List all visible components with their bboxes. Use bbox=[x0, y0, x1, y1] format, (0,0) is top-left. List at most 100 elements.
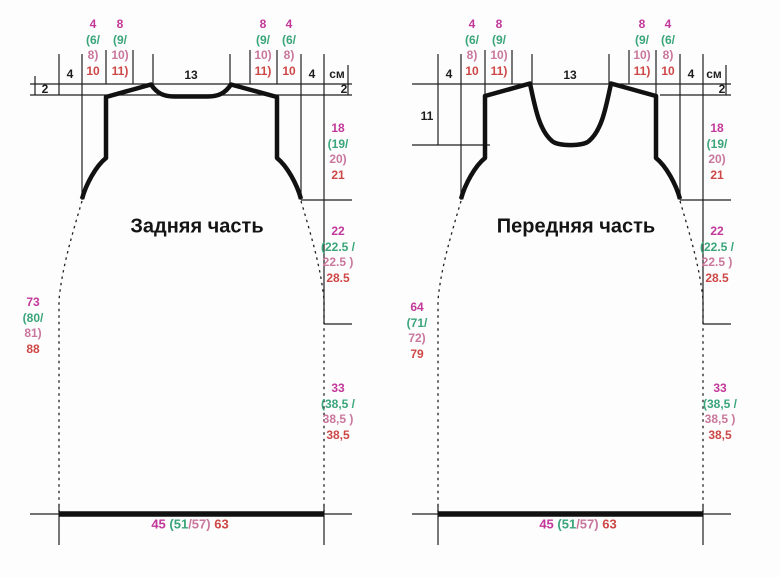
size-value-3: 38,5 ) bbox=[322, 412, 354, 426]
size-value-3: 10) bbox=[490, 48, 508, 62]
size-value-2: (38,5 / bbox=[702, 396, 738, 411]
back-piece-title: Задняя часть bbox=[130, 215, 264, 238]
size-value-1: 45 bbox=[539, 516, 558, 532]
size-value-4: 38,5 bbox=[708, 427, 732, 442]
size-value-2: (6/ bbox=[464, 32, 480, 47]
size-value-1: 4 bbox=[468, 17, 476, 31]
back-bottom-width-sizes: 45 (51/57) 63 bbox=[151, 518, 228, 531]
back-lower-side-sizes: 33 (38,5 /38,5 ) 38,5 bbox=[321, 381, 355, 443]
size-value-1: 73 bbox=[26, 295, 40, 309]
size-value-3: 10) bbox=[633, 48, 651, 62]
size-value-2: (6/ bbox=[85, 32, 101, 47]
front-upper-side-sizes: 22 (22.5 /22.5 ) 28.5 bbox=[700, 224, 734, 286]
size-value-3: /57) bbox=[576, 516, 603, 532]
side-seam-dashed-lines bbox=[58, 200, 704, 512]
size-value-2: (38,5 / bbox=[320, 396, 356, 411]
size-value-1: 4 bbox=[285, 17, 293, 31]
size-value-3: 8) bbox=[466, 48, 478, 62]
back-shoulder-inner-left-sizes: 8 (9/10) 11) bbox=[111, 17, 128, 79]
size-value-4: 10 bbox=[86, 63, 100, 78]
size-value-1: 8 bbox=[495, 17, 503, 31]
size-value-1: 33 bbox=[713, 381, 727, 395]
back-measure-lines bbox=[30, 50, 352, 545]
front-neck-depth-label: 11 bbox=[420, 109, 434, 123]
size-value-4: 10 bbox=[282, 63, 296, 78]
front-shoulder-inner-left-sizes: 8 (9/10) 11) bbox=[490, 17, 507, 79]
size-value-3: 20) bbox=[329, 152, 347, 166]
size-value-3: 8) bbox=[283, 48, 295, 62]
size-value-2: (9/ bbox=[112, 32, 127, 47]
size-value-1: 64 bbox=[410, 300, 424, 314]
size-value-2: (6/ bbox=[660, 32, 676, 47]
size-value-3: 8) bbox=[662, 48, 674, 62]
back-shoulder-inner-right-sizes: 8 (9/10) 11) bbox=[254, 17, 271, 79]
back-total-length-sizes: 73 (80/81) 88 bbox=[23, 295, 44, 357]
front-bottom-width-sizes: 45 (51/57) 63 bbox=[539, 518, 616, 531]
size-value-1: 33 bbox=[331, 381, 345, 395]
size-value-2: (71/ bbox=[406, 315, 428, 330]
size-value-4: 21 bbox=[331, 167, 345, 182]
size-value-3: 10) bbox=[111, 48, 129, 62]
size-value-4: 21 bbox=[710, 167, 724, 182]
size-value-1: 18 bbox=[331, 121, 345, 135]
size-value-4: 10 bbox=[661, 63, 675, 78]
size-value-4: 63 bbox=[214, 516, 229, 532]
size-value-3: 22.5 ) bbox=[322, 255, 354, 269]
front-margin-left-label: 4 bbox=[445, 67, 453, 81]
size-value-1: 4 bbox=[664, 17, 672, 31]
size-value-2: (22.5 / bbox=[699, 239, 735, 254]
size-value-4: 28.5 bbox=[326, 270, 350, 285]
size-value-2: (9/ bbox=[255, 32, 270, 47]
size-value-2: (19/ bbox=[327, 136, 349, 151]
front-unit-label: см bbox=[706, 67, 722, 81]
front-margin-right-label: 4 bbox=[687, 67, 695, 81]
size-value-4: 11) bbox=[111, 63, 129, 78]
front-shoulder-inner-right-sizes: 8 (9/10) 11) bbox=[633, 17, 650, 79]
size-value-1: 18 bbox=[710, 121, 724, 135]
size-value-4: 10 bbox=[465, 63, 479, 78]
back-armhole-depth-sizes: 18 (19/20) 21 bbox=[328, 121, 349, 183]
back-margin-left-label: 4 bbox=[66, 67, 74, 81]
size-value-4: 88 bbox=[26, 341, 40, 356]
front-armhole-depth-sizes: 18 (19/20) 21 bbox=[707, 121, 728, 183]
front-shoulder-outer-right-sizes: 4 (6/8) 10 bbox=[661, 17, 675, 79]
size-value-3: 81) bbox=[24, 326, 42, 340]
size-value-4: 63 bbox=[602, 516, 617, 532]
front-neck-width-label: 13 bbox=[563, 68, 577, 82]
size-value-3: 38,5 ) bbox=[704, 412, 736, 426]
back-shoulder-outer-left-sizes: 4 (6/8) 10 bbox=[86, 17, 100, 79]
size-value-3: 72) bbox=[408, 331, 426, 345]
size-value-1: 22 bbox=[331, 224, 345, 238]
size-value-4: 79 bbox=[410, 346, 424, 361]
front-measure-lines bbox=[412, 50, 731, 545]
size-value-3: /57) bbox=[188, 516, 215, 532]
size-value-2: (80/ bbox=[22, 310, 44, 325]
size-value-4: 11) bbox=[490, 63, 508, 78]
size-value-4: 11) bbox=[633, 63, 651, 78]
size-value-1: 4 bbox=[89, 17, 97, 31]
front-shoulder-outer-left-sizes: 4 (6/8) 10 bbox=[465, 17, 479, 79]
size-value-1: 8 bbox=[116, 17, 124, 31]
back-margin-right-label: 4 bbox=[308, 67, 316, 81]
back-neck-width-label: 13 bbox=[184, 68, 198, 82]
size-value-3: 20) bbox=[708, 152, 726, 166]
size-value-2: (51 bbox=[557, 516, 577, 532]
back-shoulder-drop-left-label: 2 bbox=[41, 82, 49, 96]
size-value-3: 10) bbox=[254, 48, 272, 62]
size-value-2: (9/ bbox=[491, 32, 506, 47]
size-value-1: 8 bbox=[259, 17, 267, 31]
back-unit-label: см bbox=[329, 67, 345, 81]
size-value-2: (6/ bbox=[281, 32, 297, 47]
front-lower-side-sizes: 33 (38,5 /38,5 ) 38,5 bbox=[703, 381, 737, 443]
back-shoulder-outer-right-sizes: 4 (6/8) 10 bbox=[282, 17, 296, 79]
size-value-1: 45 bbox=[151, 516, 170, 532]
size-value-2: (22.5 / bbox=[320, 239, 356, 254]
size-value-4: 11) bbox=[254, 63, 272, 78]
front-shoulder-drop-right-label: 2 bbox=[718, 82, 726, 96]
back-upper-side-sizes: 22 (22.5 /22.5 ) 28.5 bbox=[321, 224, 355, 286]
size-value-4: 28.5 bbox=[705, 270, 729, 285]
size-value-3: 8) bbox=[87, 48, 99, 62]
back-outline bbox=[79, 82, 304, 200]
size-value-4: 38,5 bbox=[326, 427, 350, 442]
